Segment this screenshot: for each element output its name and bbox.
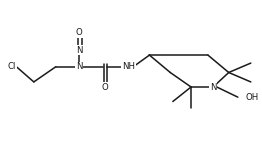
Text: Cl: Cl — [8, 62, 16, 71]
Text: OH: OH — [245, 93, 259, 102]
Text: O: O — [76, 28, 83, 37]
Text: NH: NH — [122, 62, 135, 71]
Text: O: O — [102, 83, 109, 91]
Text: N: N — [210, 83, 216, 91]
Text: N: N — [76, 46, 83, 55]
Text: N: N — [76, 62, 83, 71]
